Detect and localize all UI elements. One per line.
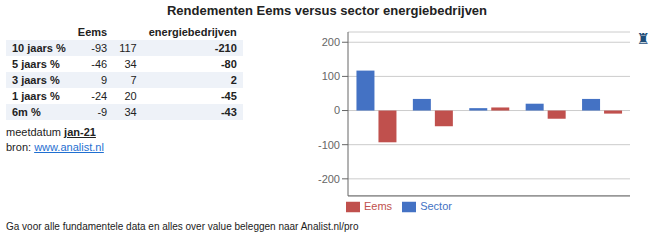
html-text:7: 7: [130, 74, 137, 86]
html-text:9: 9: [101, 74, 108, 86]
svg-text:200: 200: [322, 36, 340, 48]
html-text:Rendementen Eems versus sector: Rendementen Eems versus sector energiebe…: [167, 3, 487, 18]
html-text:2: 2: [230, 74, 237, 86]
html-text:-46: -46: [91, 58, 108, 70]
html-text:-93: -93: [91, 42, 108, 54]
html-text:5 jaars %: 5 jaars %: [12, 58, 60, 70]
html-text:10 jaars %: 10 jaars %: [12, 42, 66, 54]
html-text:-9: -9: [97, 106, 108, 118]
html-text:bron: www.analist.nl: bron: www.analist.nl: [6, 141, 104, 153]
html-text:1 jaars %: 1 jaars %: [12, 90, 60, 102]
html-text:3 jaars %: 3 jaars %: [12, 74, 60, 86]
html-text:6m %: 6m %: [12, 106, 41, 118]
html-text:Ga voor alle fundamentele data: Ga voor alle fundamentele data en alles …: [6, 221, 359, 232]
svg-text:-200: -200: [318, 173, 340, 185]
html-text:34: 34: [124, 58, 137, 70]
html-text:meetdatum jan-21: meetdatum jan-21: [6, 126, 96, 138]
html-text:-210: -210: [214, 42, 237, 54]
svg-text:100: 100: [322, 70, 340, 82]
html-text:Eems: Eems: [364, 199, 393, 212]
html-text:-24: -24: [91, 90, 108, 102]
svg-text:0: 0: [334, 104, 340, 116]
html-text:Eems: Eems: [77, 26, 108, 38]
html-text:energiebedrijven: energiebedrijven: [148, 26, 237, 38]
html-text:-80: -80: [220, 58, 237, 70]
html-text:34: 34: [124, 106, 137, 118]
svg-text:-100: -100: [318, 139, 340, 151]
html-text:Sector: Sector: [420, 199, 452, 212]
html-text:-43: -43: [220, 106, 237, 118]
html-text:117: 117: [119, 42, 137, 54]
html-text:-45: -45: [220, 90, 237, 102]
html-text:20: 20: [124, 90, 137, 102]
